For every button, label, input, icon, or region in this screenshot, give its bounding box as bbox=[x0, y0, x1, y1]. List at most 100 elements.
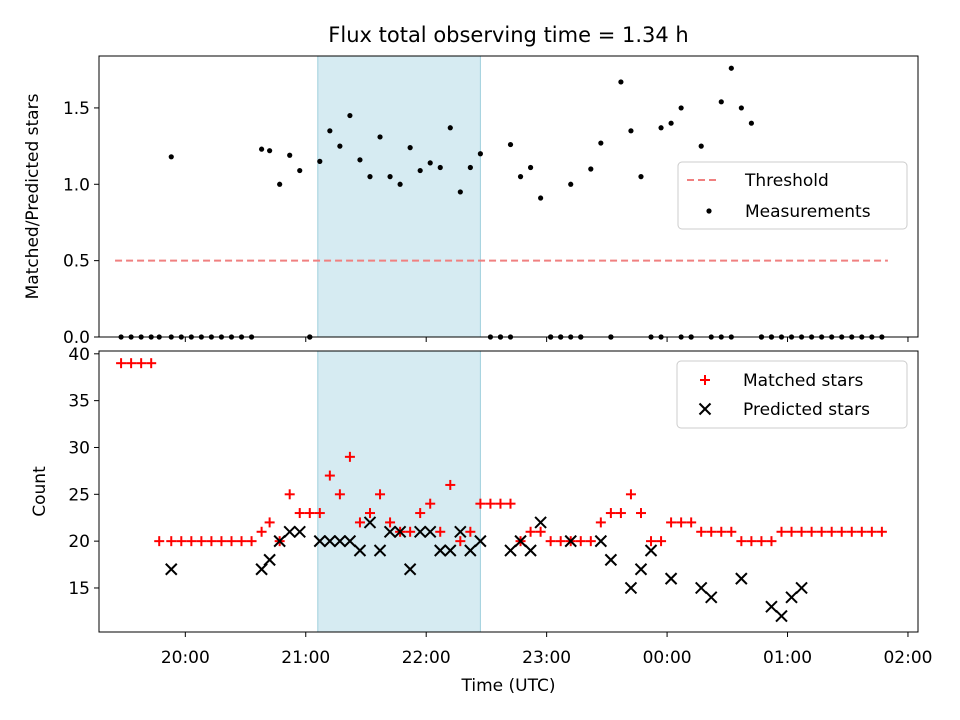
measurement-point bbox=[467, 164, 473, 171]
predicted-star-point bbox=[165, 563, 178, 576]
matched-star-point bbox=[385, 517, 396, 528]
count-axes-frame bbox=[98, 350, 919, 633]
legend-matched-swatch bbox=[700, 375, 710, 385]
matched-star-point bbox=[676, 517, 687, 528]
matched-star-point bbox=[686, 517, 697, 528]
matched-star-point bbox=[264, 517, 275, 528]
matched-star-point bbox=[344, 451, 355, 462]
predicted-star-point bbox=[795, 581, 808, 595]
matched-star-point bbox=[796, 526, 807, 537]
y-tick-label: 1.0 bbox=[63, 175, 90, 195]
matched-star-point bbox=[116, 358, 127, 369]
predicted-star-point bbox=[474, 534, 487, 548]
ratio-axes-frame bbox=[98, 55, 919, 338]
measurement-point bbox=[337, 143, 343, 149]
x-tick-label: 22:00 bbox=[402, 648, 451, 668]
count-y-axis-label: Count bbox=[30, 466, 50, 517]
measurement-point bbox=[347, 112, 353, 119]
measurement-point bbox=[168, 154, 174, 160]
matched-star-point bbox=[625, 489, 636, 500]
matched-star-point bbox=[375, 489, 386, 500]
measurement-point bbox=[698, 143, 704, 149]
matched-star-point bbox=[126, 358, 137, 369]
matched-star-point bbox=[354, 517, 365, 528]
matched-star-point bbox=[876, 526, 887, 537]
matched-star-point bbox=[284, 489, 295, 500]
measurement-point bbox=[387, 174, 393, 180]
matched-star-point bbox=[226, 536, 237, 547]
matched-star-point bbox=[615, 508, 626, 519]
measurement-point bbox=[668, 120, 674, 126]
highlight-span bbox=[317, 350, 481, 633]
count-legend: Matched stars Predicted stars bbox=[676, 360, 908, 429]
predicted-star-point bbox=[765, 600, 778, 613]
matched-star-point bbox=[656, 536, 667, 547]
matched-star-point bbox=[196, 536, 207, 547]
matched-star-point bbox=[846, 526, 857, 537]
count-x-ticks: 20:00 21:00 22:00 23:00 00:00 01:00 02:00 bbox=[161, 632, 932, 668]
measurement-point bbox=[618, 79, 624, 85]
ratio-legend: Threshold Measurements bbox=[677, 161, 908, 230]
y-tick-label: 0.5 bbox=[63, 252, 90, 272]
predicted-star-point bbox=[263, 553, 276, 567]
measurement-point bbox=[267, 148, 273, 154]
measurement-point bbox=[517, 174, 524, 180]
matched-star-point bbox=[294, 508, 305, 519]
matched-star-point bbox=[154, 536, 165, 547]
predicted-star-point bbox=[464, 544, 477, 557]
matched-star-point bbox=[246, 536, 257, 547]
matched-star-point bbox=[766, 536, 777, 547]
measurement-point bbox=[678, 105, 684, 111]
predicted-star-point bbox=[594, 534, 608, 548]
predicted-star-point bbox=[514, 534, 527, 548]
matched-star-point bbox=[216, 536, 227, 547]
y-tick-label: 15 bbox=[68, 579, 90, 599]
measurement-point bbox=[277, 181, 283, 187]
measurement-point bbox=[728, 65, 734, 71]
matched-star-point bbox=[776, 526, 787, 537]
matched-star-point bbox=[136, 358, 147, 369]
y-tick-label: 0.0 bbox=[63, 328, 90, 348]
matched-star-point bbox=[425, 498, 436, 509]
measurement-point bbox=[477, 151, 483, 157]
matched-star-point bbox=[206, 536, 217, 547]
measurement-point bbox=[598, 140, 604, 146]
matched-star-point bbox=[495, 498, 506, 509]
predicted-star-point bbox=[604, 553, 618, 567]
ratio-panel: 0.0 0.5 1.0 1.5 Flux total observing time =… bbox=[23, 23, 919, 348]
predicted-star-point bbox=[363, 516, 377, 529]
measurement-point bbox=[457, 189, 463, 195]
measurement-point bbox=[367, 174, 373, 180]
matched-star-point bbox=[415, 508, 426, 519]
predicted-star-point bbox=[353, 544, 367, 557]
matched-star-point bbox=[595, 517, 606, 528]
highlight-span bbox=[317, 55, 481, 338]
y-tick-label: 20 bbox=[68, 532, 90, 552]
predicted-star-point bbox=[424, 525, 437, 538]
predicted-star-point bbox=[413, 525, 427, 538]
measurement-point bbox=[538, 195, 544, 201]
count-marks bbox=[116, 358, 887, 623]
matched-star-point bbox=[176, 536, 187, 547]
measurement-point bbox=[417, 167, 423, 174]
matched-star-point bbox=[324, 470, 335, 481]
measurement-point bbox=[658, 125, 664, 131]
x-tick-label: 01:00 bbox=[763, 648, 812, 668]
matched-star-point bbox=[856, 526, 867, 537]
matched-star-point bbox=[455, 536, 466, 547]
predicted-star-point bbox=[624, 581, 638, 595]
matched-star-point bbox=[505, 498, 516, 509]
count-panel: 15 20 25 30 35 40 20:00 21:00 22:00 23:00 00:00 01… bbox=[30, 345, 932, 696]
predicted-star-point bbox=[343, 534, 357, 548]
matched-star-point bbox=[445, 479, 456, 490]
x-tick-label: 02:00 bbox=[883, 648, 932, 668]
measurement-point bbox=[397, 181, 403, 187]
legend-measurements-label: Measurements bbox=[745, 202, 871, 222]
matched-star-point bbox=[826, 526, 837, 537]
y-tick-label: 35 bbox=[68, 392, 90, 412]
matched-star-point bbox=[666, 517, 677, 528]
matched-star-point bbox=[304, 508, 315, 519]
matched-star-point bbox=[716, 526, 727, 537]
y-tick-label: 40 bbox=[68, 345, 90, 365]
